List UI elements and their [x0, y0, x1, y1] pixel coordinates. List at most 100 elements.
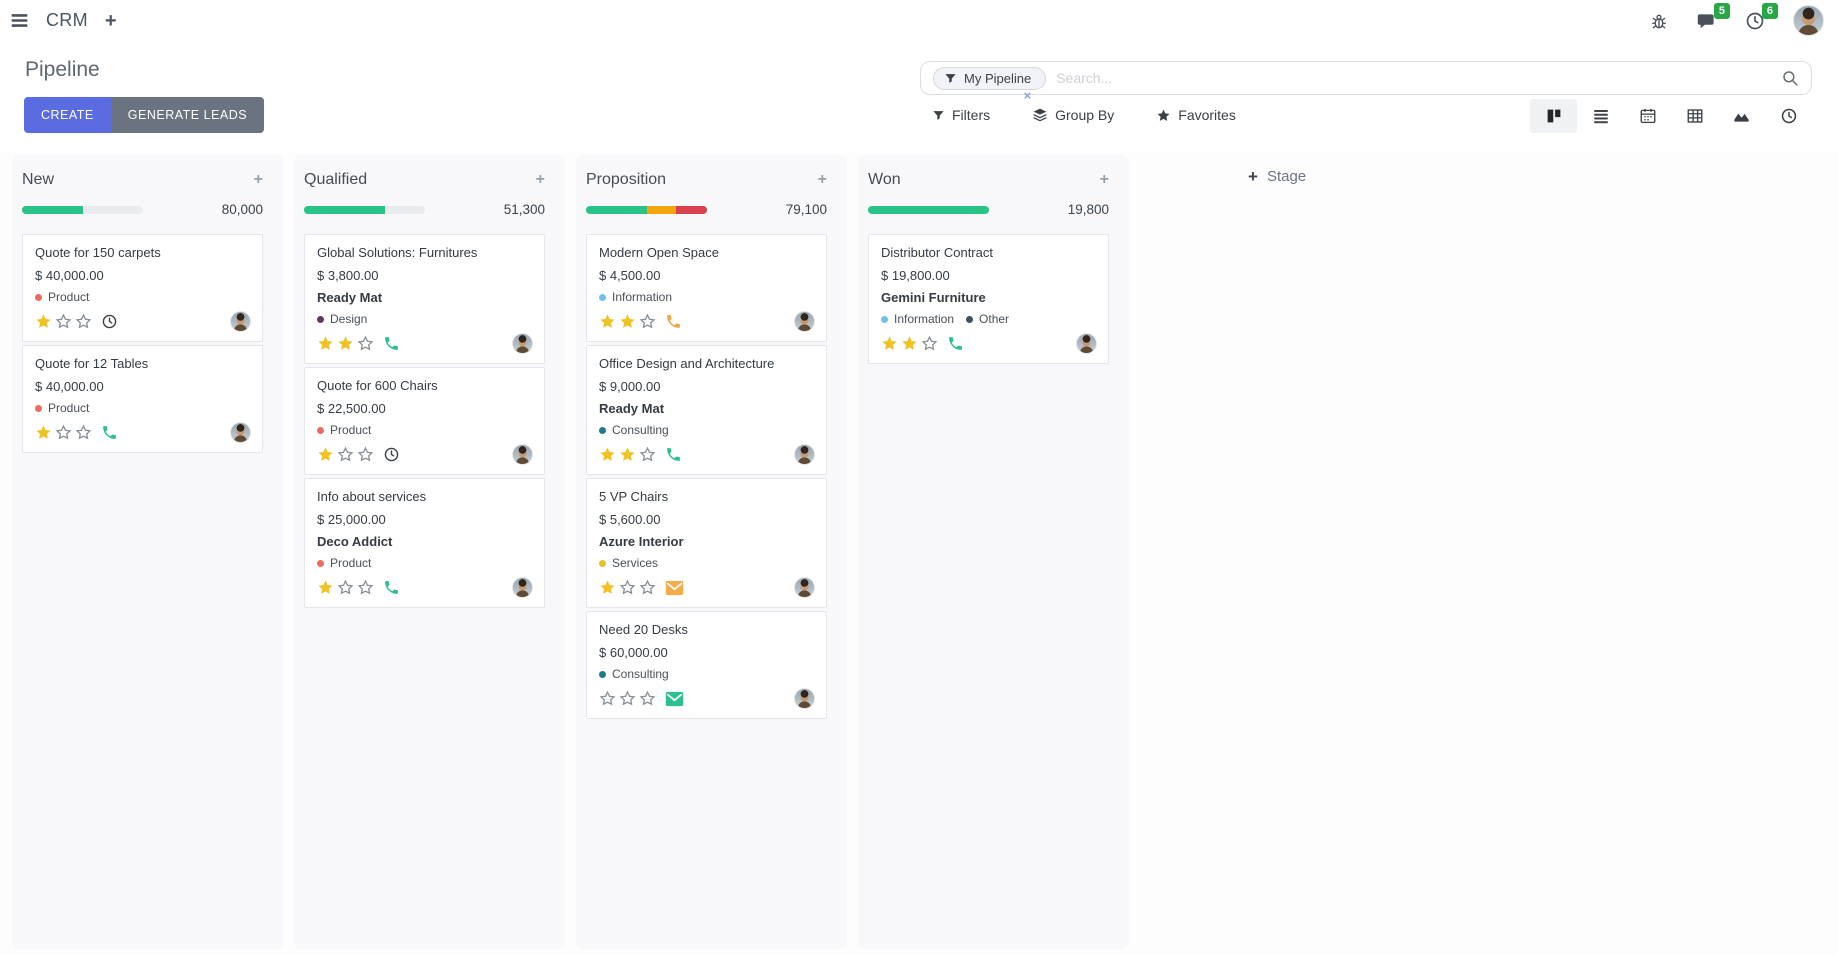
star-filled-icon[interactable] — [317, 446, 334, 463]
star-filled-icon[interactable] — [901, 335, 918, 352]
kanban-card[interactable]: Quote for 150 carpets $ 40,000.00 Product — [22, 234, 263, 342]
create-button[interactable]: CREATE — [24, 97, 111, 133]
search-icon[interactable] — [1781, 69, 1799, 87]
star-empty-icon[interactable] — [75, 313, 92, 330]
add-record-icon[interactable]: + — [535, 171, 545, 188]
add-stage-button[interactable]: + Stage — [1248, 167, 1307, 186]
hamburger-menu-icon[interactable] — [10, 11, 29, 30]
column-progressbar[interactable] — [868, 205, 989, 214]
remove-facet-icon[interactable]: × — [1023, 87, 1032, 103]
view-kanban-button[interactable] — [1530, 99, 1577, 133]
clock-activity-icon[interactable] — [383, 446, 400, 463]
star-empty-icon[interactable] — [337, 446, 354, 463]
kanban-card[interactable]: 5 VP Chairs $ 5,600.00 Azure Interior Servi… — [586, 478, 827, 608]
kanban-card[interactable]: Global Solutions: Furnitures $ 3,800.00 Re… — [304, 234, 545, 364]
generate-leads-button[interactable]: GENERATE LEADS — [110, 97, 265, 133]
salesperson-avatar[interactable] — [512, 333, 533, 354]
phone-activity-icon[interactable] — [665, 313, 682, 330]
star-empty-icon[interactable] — [55, 424, 72, 441]
salesperson-avatar[interactable] — [794, 577, 815, 598]
star-empty-icon[interactable] — [55, 313, 72, 330]
envelope-activity-icon[interactable] — [665, 580, 684, 596]
salesperson-avatar[interactable] — [230, 311, 251, 332]
star-filled-icon[interactable] — [619, 313, 636, 330]
star-empty-icon[interactable] — [357, 446, 374, 463]
add-record-icon[interactable]: + — [817, 171, 827, 188]
salesperson-avatar[interactable] — [794, 444, 815, 465]
star-empty-icon[interactable] — [357, 335, 374, 352]
star-filled-icon[interactable] — [599, 313, 616, 330]
star-empty-icon[interactable] — [357, 579, 374, 596]
star-empty-icon[interactable] — [619, 579, 636, 596]
star-empty-icon[interactable] — [639, 313, 656, 330]
envelope-activity-icon[interactable] — [665, 691, 684, 707]
star-filled-icon[interactable] — [599, 446, 616, 463]
salesperson-avatar[interactable] — [794, 311, 815, 332]
star-empty-icon[interactable] — [639, 579, 656, 596]
add-app-icon[interactable]: + — [104, 9, 117, 32]
salesperson-avatar[interactable] — [230, 422, 251, 443]
column-title: Won — [868, 171, 901, 188]
star-filled-icon[interactable] — [619, 446, 636, 463]
add-record-icon[interactable]: + — [1099, 171, 1109, 188]
star-empty-icon[interactable] — [619, 690, 636, 707]
phone-activity-icon[interactable] — [383, 579, 400, 596]
star-empty-icon[interactable] — [337, 579, 354, 596]
activities-clock-icon[interactable]: 6 — [1745, 2, 1778, 31]
clock-activity-icon[interactable] — [101, 313, 118, 330]
kanban-card[interactable]: Quote for 600 Chairs $ 22,500.00 Product — [304, 367, 545, 475]
favorites-menu[interactable]: Favorites — [1156, 107, 1236, 123]
progress-segment[interactable] — [646, 205, 676, 214]
phone-activity-icon[interactable] — [665, 446, 682, 463]
kanban-card[interactable]: Distributor Contract $ 19,800.00 Gemini Fu… — [868, 234, 1109, 364]
star-empty-icon[interactable] — [639, 690, 656, 707]
progress-segment[interactable] — [304, 205, 386, 214]
app-name[interactable]: CRM — [46, 10, 88, 30]
column-progressbar[interactable] — [22, 205, 143, 214]
add-record-icon[interactable]: + — [253, 171, 263, 188]
star-filled-icon[interactable] — [35, 424, 52, 441]
view-list-button[interactable] — [1577, 99, 1624, 133]
messages-icon[interactable]: 5 — [1696, 2, 1730, 31]
card-title: Global Solutions: Furnitures — [317, 245, 478, 260]
star-filled-icon[interactable] — [317, 579, 334, 596]
column-progressbar[interactable] — [586, 205, 707, 214]
salesperson-avatar[interactable] — [512, 577, 533, 598]
salesperson-avatar[interactable] — [794, 688, 815, 709]
phone-activity-icon[interactable] — [947, 335, 964, 352]
kanban-card[interactable]: Info about services $ 25,000.00 Deco Addic… — [304, 478, 545, 608]
kanban-card[interactable]: Quote for 12 Tables $ 40,000.00 Product — [22, 345, 263, 453]
star-filled-icon[interactable] — [35, 313, 52, 330]
progress-segment[interactable] — [868, 205, 989, 214]
kanban-card[interactable]: Modern Open Space $ 4,500.00 Information — [586, 234, 827, 342]
bug-icon[interactable] — [1650, 12, 1668, 30]
search-input[interactable] — [1046, 70, 1781, 86]
filters-menu[interactable]: Filters — [932, 107, 990, 123]
user-avatar[interactable] — [1793, 5, 1824, 36]
kanban-card[interactable]: Office Design and Architecture $ 9,000.00… — [586, 345, 827, 475]
phone-activity-icon[interactable] — [383, 335, 400, 352]
kanban-card[interactable]: Need 20 Desks $ 60,000.00 Consulting — [586, 611, 827, 719]
column-progressbar[interactable] — [304, 205, 425, 214]
progress-segment[interactable] — [586, 205, 647, 214]
progress-segment[interactable] — [675, 205, 707, 214]
phone-activity-icon[interactable] — [101, 424, 118, 441]
search-bar[interactable]: My Pipeline × — [920, 61, 1812, 103]
salesperson-avatar[interactable] — [512, 444, 533, 465]
view-graph-button[interactable] — [1718, 99, 1765, 133]
view-pivot-button[interactable] — [1671, 99, 1718, 133]
group-by-menu[interactable]: Group By — [1032, 107, 1114, 123]
search-facet[interactable]: My Pipeline × — [933, 66, 1047, 103]
star-empty-icon[interactable] — [599, 690, 616, 707]
star-empty-icon[interactable] — [921, 335, 938, 352]
star-filled-icon[interactable] — [317, 335, 334, 352]
salesperson-avatar[interactable] — [1076, 333, 1097, 354]
view-activity-button[interactable] — [1765, 99, 1812, 133]
star-filled-icon[interactable] — [337, 335, 354, 352]
star-filled-icon[interactable] — [881, 335, 898, 352]
view-calendar-button[interactable] — [1624, 99, 1671, 133]
star-empty-icon[interactable] — [75, 424, 92, 441]
progress-segment[interactable] — [22, 205, 83, 214]
star-empty-icon[interactable] — [639, 446, 656, 463]
star-filled-icon[interactable] — [599, 579, 616, 596]
